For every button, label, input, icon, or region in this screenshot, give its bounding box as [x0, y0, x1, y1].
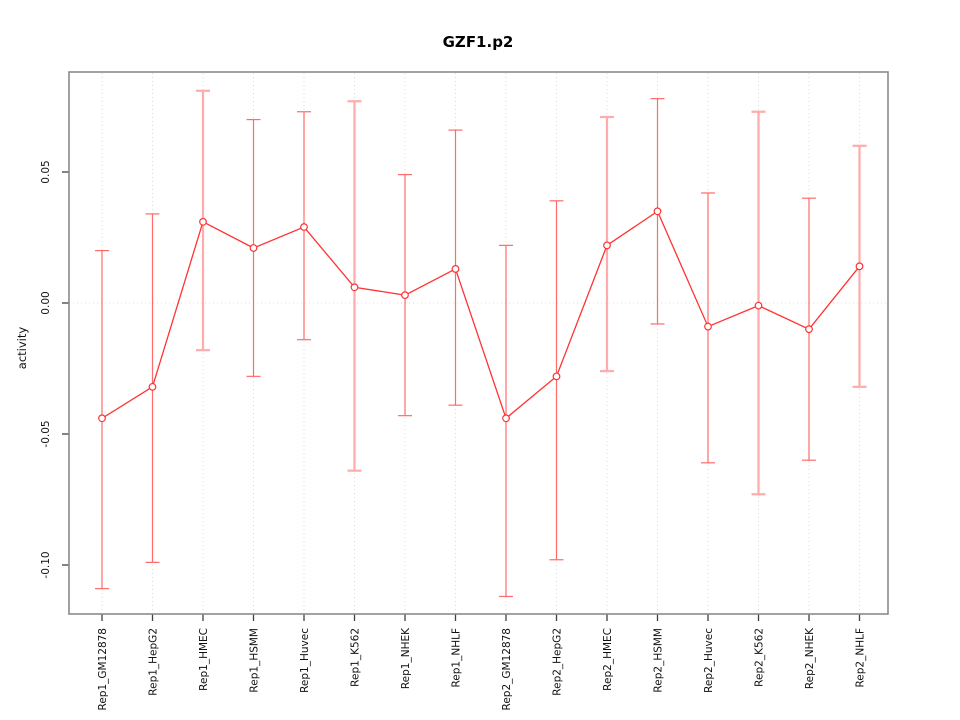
plot-border — [68, 71, 889, 615]
data-point — [603, 241, 611, 250]
data-point — [552, 372, 561, 381]
data-point — [451, 265, 460, 273]
y-tick-label: 0.00 — [40, 291, 52, 314]
x-tick-label: Rep2_HepG2 — [552, 628, 564, 696]
data-point — [704, 322, 712, 331]
y-tick-label: -0.05 — [40, 420, 52, 447]
x-tick-label: Rep1_K562 — [350, 628, 362, 687]
gridlines-group — [69, 73, 888, 613]
x-tick-label: Rep1_NHEK — [400, 627, 412, 689]
data-point — [401, 291, 409, 300]
data-line — [101, 210, 861, 420]
y-tick-label: -0.10 — [40, 551, 52, 578]
data-point — [653, 207, 662, 216]
x-tick-label: Rep2_HSMM — [653, 628, 665, 693]
data-point — [855, 262, 864, 271]
x-tick-label: Rep2_GM12878 — [501, 628, 513, 710]
axes-group: Rep1_GM12878 Rep1_HepG2 Rep1_HMEC Rep1_HSMM… — [40, 71, 889, 710]
data-point — [199, 217, 207, 226]
x-tick-label: Rep1_Huvec — [299, 628, 311, 693]
data-point — [350, 283, 359, 292]
x-tick-label: Rep2_K562 — [754, 628, 766, 687]
x-tick-label: Rep1_HepG2 — [148, 628, 160, 696]
data-point — [249, 244, 258, 252]
data-point — [805, 325, 813, 334]
x-tick-label: Rep1_HMEC — [198, 628, 210, 691]
x-tick-label: Rep2_Huvec — [703, 628, 715, 693]
data-point — [502, 414, 510, 423]
y-tick-label: 0.05 — [40, 160, 52, 183]
data-point — [300, 223, 308, 231]
y-axis-label: activity — [15, 327, 29, 370]
x-tick-label: Rep1_NHLF — [451, 628, 463, 688]
chart-title: GZF1.p2 — [443, 33, 514, 51]
x-tick-label: Rep2_NHEK — [804, 627, 816, 689]
data-point — [98, 414, 106, 423]
data-point — [148, 382, 157, 391]
data-series-group — [98, 207, 864, 423]
data-point — [754, 301, 763, 310]
x-tick-label: Rep1_HSMM — [249, 628, 261, 693]
x-tick-label: Rep1_GM12878 — [97, 628, 109, 710]
x-tick-label: Rep2_HMEC — [602, 628, 614, 691]
x-tick-label: Rep2_NHLF — [855, 628, 867, 688]
